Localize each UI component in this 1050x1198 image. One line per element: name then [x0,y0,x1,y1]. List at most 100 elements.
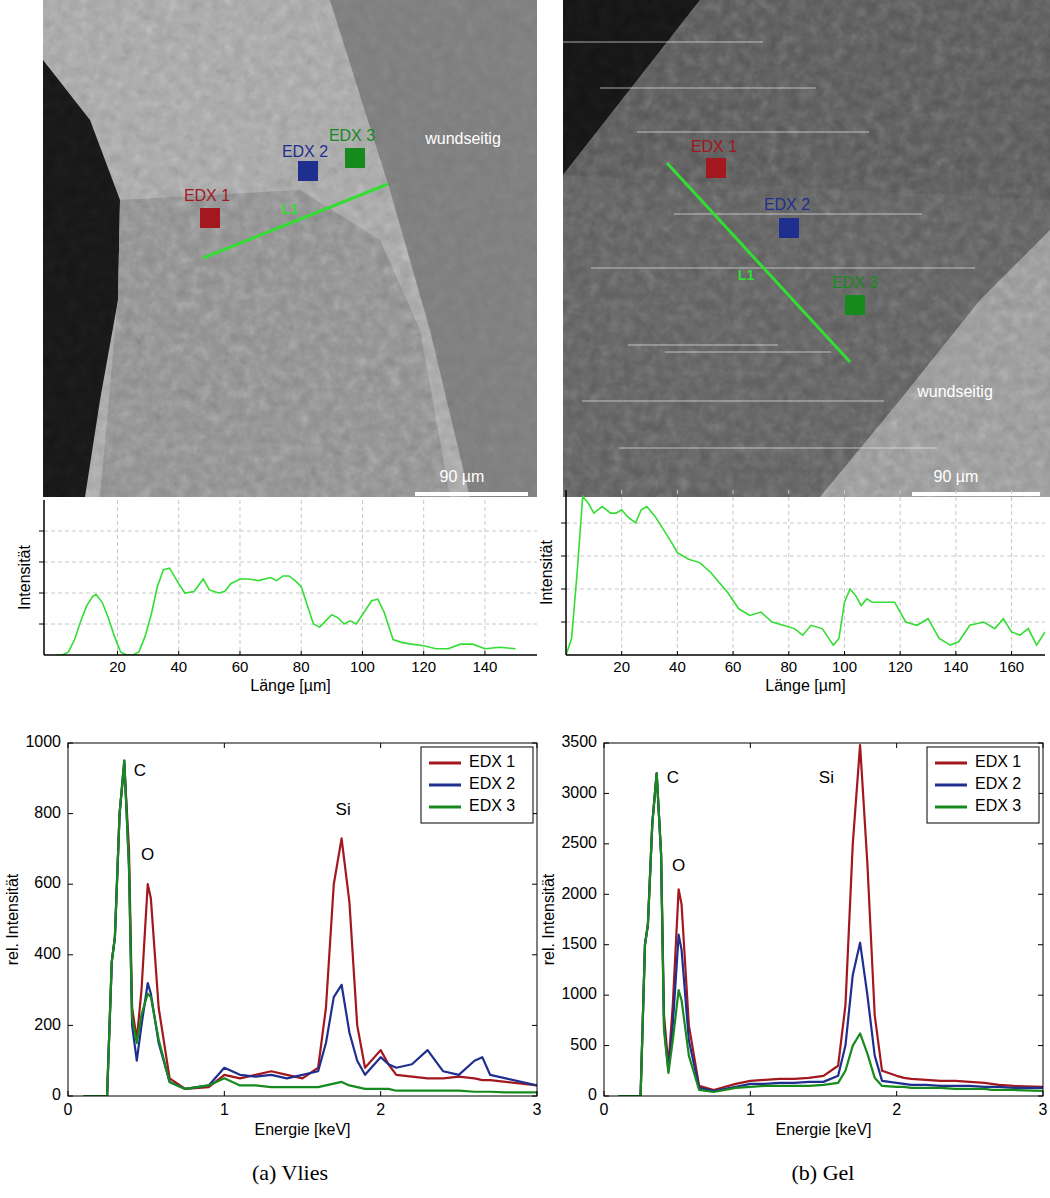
x-tick [301,651,302,655]
y-tick [532,884,537,885]
spectrum-chart: 01230500100015002000250030003500Energie … [540,733,1048,1138]
grid-line [44,562,537,563]
x-tick-label: 2 [376,1101,385,1118]
plot-area [84,761,537,1096]
x-tick [788,651,789,655]
y-tick [532,1025,537,1026]
x-tick-label: 40 [669,658,686,675]
legend-label: EDX 3 [975,797,1021,814]
image-texture [563,0,1050,497]
x-tick-label: 160 [999,658,1024,675]
y-tick [561,556,566,557]
legend-label: EDX 1 [469,753,515,770]
plot-frame [604,743,1043,1096]
grid-line [44,531,537,532]
scale-bar [912,492,1040,496]
marker-label: EDX 1 [691,138,737,155]
side-label: wundseitig [424,130,501,147]
x-axis-title: Energie [keV] [254,1121,350,1138]
profile-line [56,568,515,655]
marker-label: EDX 3 [329,127,375,144]
image-texture [43,0,537,497]
grid-line [900,490,901,655]
marker-label: EDX 1 [184,187,230,204]
y-tick [1038,743,1043,744]
line-label: L1 [282,201,299,217]
peak-label: Si [819,768,834,787]
y-tick [68,743,73,744]
x-axis [566,654,1045,656]
x-tick [224,743,225,748]
y-tick [1038,843,1043,844]
y-axis-title: rel. Intensität [540,873,557,965]
plot-area [619,745,1043,1096]
panel-caption: (b) Gel [792,1160,855,1185]
x-tick [1043,1091,1044,1096]
y-tick-label: 3500 [561,733,597,750]
x-tick [955,651,956,655]
grid-line [566,556,1045,557]
grid-line [788,490,789,655]
y-tick-label: 600 [34,874,61,891]
y-tick-label: 800 [34,804,61,821]
edx-marker [845,295,865,315]
y-tick [1038,1045,1043,1046]
plot-frame [68,743,537,1096]
x-tick [604,743,605,748]
y-tick [604,1045,609,1046]
profile-chart: 20406080100120140Länge [µm]Intensität [16,500,537,694]
x-tick [750,743,751,748]
y-tick-label: 200 [34,1016,61,1033]
y-tick [532,1096,537,1097]
x-tick-label: 120 [411,658,436,675]
x-tick [380,1091,381,1096]
plot-background [68,743,537,1096]
spectrum-line [84,761,537,1096]
x-tick [484,651,485,655]
grid-line [955,490,956,655]
y-axis [565,490,567,655]
x-tick-label: 3 [1039,1101,1048,1118]
scan-streak [665,352,831,353]
x-tick [380,743,381,748]
legend-swatch [935,762,967,765]
x-tick-label: 100 [832,658,857,675]
profile-line [566,497,1045,655]
y-tick-label: 400 [34,945,61,962]
grid-line [566,589,1045,590]
x-tick [677,651,678,655]
scan-streak [637,132,869,133]
y-tick-label: 1000 [561,985,597,1002]
y-tick-label: 2000 [561,885,597,902]
y-tick [1038,944,1043,945]
legend-swatch [429,762,461,765]
y-tick [561,622,566,623]
x-tick [537,1091,538,1096]
peak-label: O [141,845,154,864]
y-tick-label: 1500 [561,935,597,952]
y-tick [604,743,609,744]
image-texture [43,0,537,497]
y-tick-label: 2500 [561,834,597,851]
x-axis-title: Länge [µm] [765,677,845,694]
x-tick [68,743,69,748]
grid-line [239,500,240,655]
plot-area [566,497,1045,655]
edx-marker [200,208,220,228]
side-label: wundseitig [916,383,993,400]
x-tick [896,1091,897,1096]
image-texture [563,0,1050,497]
x-tick-label: 20 [109,658,126,675]
figure: L1EDX 1EDX 2EDX 3wundseitig90 µmL1EDX 1E… [0,0,1050,1198]
grid-line [44,593,537,594]
peak-label: Si [336,800,351,819]
y-tick-label: 0 [52,1086,61,1103]
y-axis-title: Intensität [538,539,555,604]
scan-streak [582,401,884,402]
x-tick-label: 0 [64,1101,73,1118]
spectrum-line [84,764,537,1096]
y-tick [68,1096,73,1097]
y-tick [561,523,566,524]
edx-marker [706,158,726,178]
x-tick [621,651,622,655]
